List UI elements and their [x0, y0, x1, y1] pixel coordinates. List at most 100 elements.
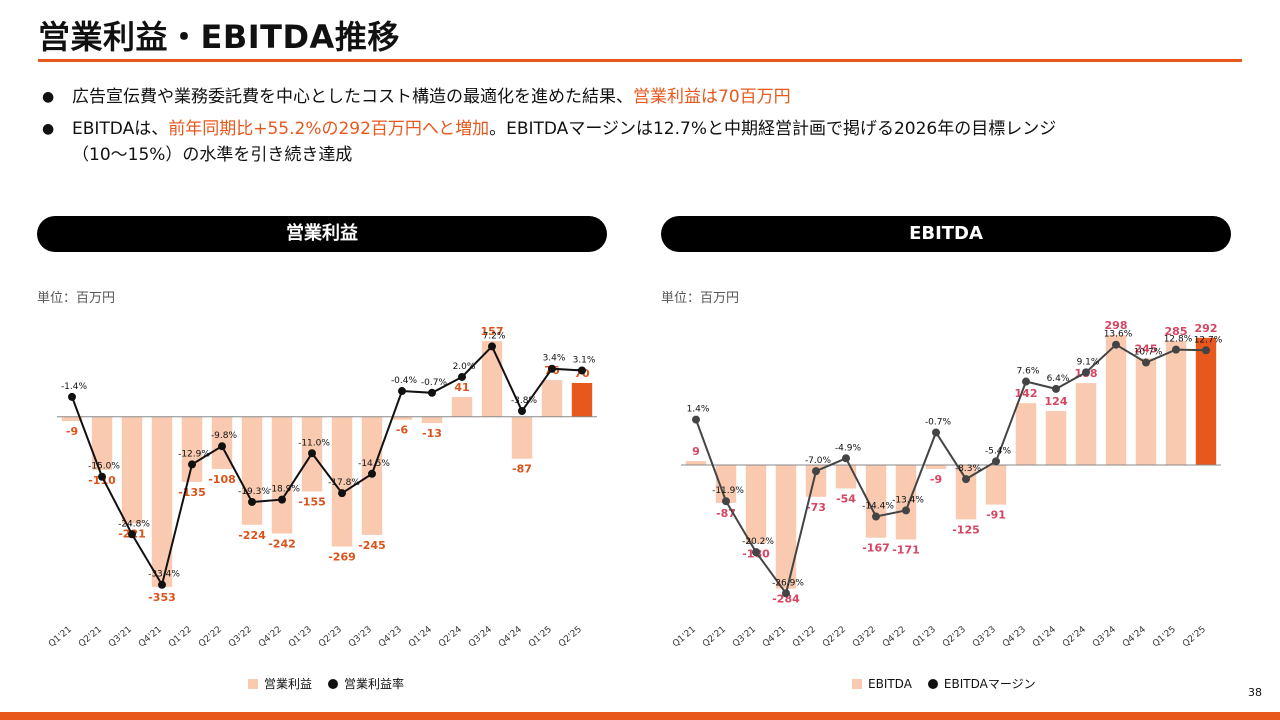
line-value-label: 12.7%: [1194, 335, 1223, 345]
line-value-label: -7.0%: [805, 456, 832, 466]
bullet-1-highlight: 営業利益は70百万円: [633, 87, 791, 107]
bar-value-label: 142: [1015, 387, 1038, 400]
x-tick-label: Q4'24: [497, 624, 524, 649]
legend-bar-label: 営業利益: [264, 677, 313, 691]
line-point-4: [812, 467, 820, 476]
bar-9: [331, 416, 353, 547]
line-value-label: -14.4%: [862, 502, 894, 512]
line-value-label: -11.0%: [298, 438, 330, 448]
bullet-1-text: 広告宣伝費や業務委託費を中心としたコスト構造の最適化を進めた結果、: [72, 87, 633, 107]
bar-value-label: -167: [862, 542, 890, 555]
x-tick-label: Q4'21: [137, 625, 164, 650]
bar-value-label: -242: [268, 537, 296, 550]
x-tick-label: Q1'23: [287, 625, 314, 650]
line-point-9: [962, 475, 970, 484]
bar-value-label: -6: [396, 424, 409, 437]
x-tick-label: Q1'22: [167, 625, 194, 650]
bar-2: [745, 465, 767, 544]
x-tick-label: Q4'21: [761, 625, 788, 650]
line-value-label: -5.4%: [985, 446, 1012, 456]
x-tick-label: Q1'25: [527, 625, 554, 650]
x-tick-label: Q2'22: [197, 625, 224, 650]
line-point-3: [782, 589, 790, 598]
x-tick-label: Q1'24: [407, 624, 434, 649]
bar-6: [241, 416, 263, 525]
bar-2: [121, 416, 143, 524]
bar-value-label: 298: [1105, 319, 1128, 332]
line-point-1: [722, 497, 730, 506]
line-value-label: -26.9%: [772, 578, 804, 588]
page-number: 38: [1248, 686, 1262, 699]
line-point-10: [992, 457, 1000, 466]
line-value-label: -0.7%: [925, 417, 952, 427]
line-point-16: [1172, 345, 1180, 354]
legend-bar-swatch: [852, 678, 862, 689]
bar-17: [571, 383, 593, 417]
line-point-13: [458, 372, 466, 381]
x-tick-label: Q2'21: [77, 625, 104, 650]
line-value-label: 9.1%: [1077, 357, 1100, 367]
bar-value-label: -9: [930, 473, 942, 486]
bar-value-label: 292: [1195, 322, 1218, 335]
bar-value-label: -269: [328, 550, 356, 563]
bar-0: [685, 461, 707, 465]
legend-bar-swatch: [248, 678, 258, 689]
bar-7: [271, 416, 293, 534]
line-point-12: [428, 388, 436, 397]
operating-profit-chart: -9-110-221-353-135-108-224-242-155-269-2…: [47, 325, 597, 650]
x-tick-label: Q1'21: [47, 625, 74, 650]
bar-11: [1015, 403, 1037, 465]
bullet-item-2: EBITDAは、前年同期比+55.2%の292百万円へと増加。EBITDAマージ…: [42, 116, 1252, 142]
line-point-14: [1112, 340, 1120, 349]
bar-15: [511, 416, 533, 459]
footer-accent-bar: [0, 712, 1280, 720]
x-tick-label: Q2'23: [317, 625, 344, 650]
legend-line-label: 営業利益率: [344, 677, 405, 691]
bar-value-label: -125: [952, 523, 980, 536]
bar-3: [775, 465, 797, 589]
line-point-2: [128, 530, 136, 539]
bar-9: [955, 465, 977, 520]
bullet-2-highlight: 前年同期比+55.2%の292百万円へと増加: [168, 119, 490, 139]
line-value-label: -24.8%: [118, 519, 150, 529]
legend-line-swatch: [328, 678, 339, 689]
line-point-17: [1202, 346, 1210, 355]
bar-value-label: -13: [422, 427, 442, 440]
line-value-label: 1.4%: [687, 405, 710, 415]
bar-11: [391, 416, 413, 420]
line-series: [71, 344, 583, 588]
bar-13: [451, 397, 473, 417]
line-series: [695, 343, 1207, 596]
line-value-label: -0.7%: [421, 378, 448, 388]
bar-0: [61, 416, 83, 422]
unit-label-right: 単位：百万円: [661, 291, 740, 306]
unit-label-left: 単位：百万円: [37, 291, 116, 306]
x-tick-label: Q3'24: [1091, 624, 1118, 649]
line-point-8: [932, 428, 940, 437]
line-point-1: [98, 472, 106, 481]
line-point-12: [1052, 384, 1060, 393]
legend-line-label: EBITDAマージン: [943, 677, 1036, 691]
line-point-11: [398, 387, 406, 396]
bar-7: [895, 465, 917, 540]
line-point-0: [68, 392, 76, 401]
line-value-label: 2.0%: [453, 362, 476, 372]
legend-left: 営業利益 営業利益率: [248, 675, 404, 692]
x-tick-label: Q1'25: [1151, 625, 1178, 650]
line-value-label: 6.4%: [1047, 374, 1070, 384]
x-tick-label: Q4'23: [1001, 625, 1028, 650]
line-value-label: 7.2%: [483, 331, 506, 341]
line-value-label: 3.1%: [573, 356, 596, 366]
legend-right: EBITDA EBITDAマージン: [852, 675, 1036, 692]
x-tick-label: Q1'21: [671, 625, 698, 650]
x-tick-label: Q4'22: [881, 625, 908, 650]
line-value-label: -20.2%: [742, 537, 774, 547]
x-tick-label: Q2'24: [437, 624, 464, 649]
line-point-17: [578, 366, 586, 375]
bar-value-label: -54: [836, 493, 856, 506]
bar-value-label: -171: [892, 543, 920, 556]
line-point-14: [488, 342, 496, 351]
line-point-7: [902, 506, 910, 515]
bar-value-label: -284: [772, 593, 800, 606]
x-tick-label: Q1'24: [1031, 624, 1058, 649]
